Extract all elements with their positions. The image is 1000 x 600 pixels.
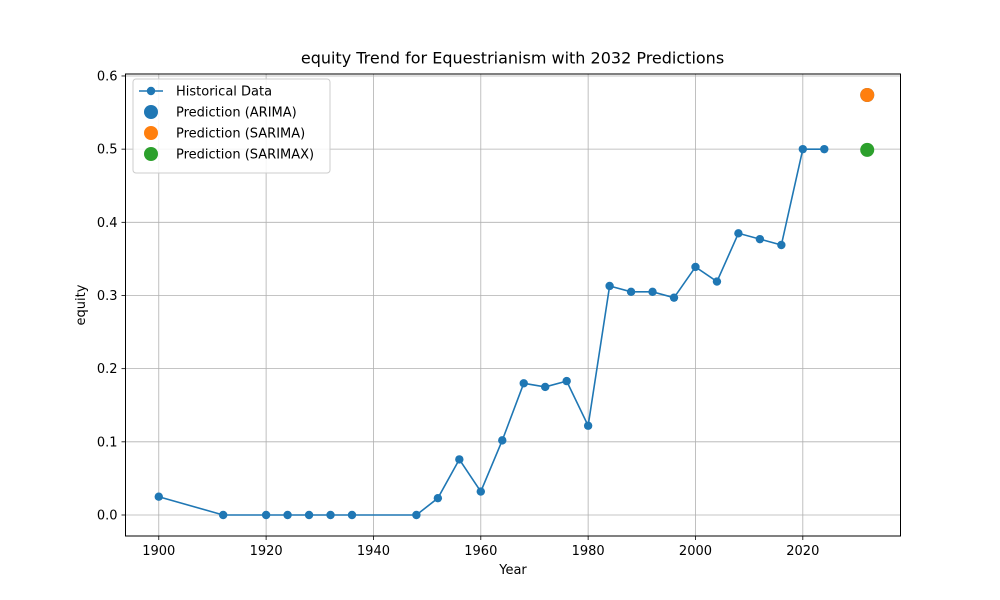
legend-label-historical-data: Historical Data (176, 85, 272, 100)
y-tick-label: 0.3 (97, 289, 118, 304)
y-tick-label: 0.4 (97, 216, 118, 231)
historical-data-point (154, 492, 163, 501)
y-tick-label: 0.2 (97, 362, 118, 377)
y-tick-label: 0.5 (97, 143, 118, 158)
historical-data-point (669, 293, 679, 302)
historical-data-point (798, 144, 808, 154)
historical-data-point (755, 234, 765, 244)
historical-data-point (541, 382, 550, 392)
legend-box (132, 78, 331, 174)
historical-data-point (433, 493, 443, 503)
historical-data-point (519, 379, 528, 388)
prediction-sarima-point (860, 88, 875, 102)
historical-data-point (583, 421, 593, 430)
historical-data-point (476, 487, 485, 496)
x-axis-label: Year (498, 563, 527, 578)
legend-label-prediction-sarimax: Prediction (SARIMAX) (176, 148, 314, 163)
historical-data-point (626, 287, 636, 297)
legend-marker-swatch (144, 147, 158, 161)
x-tick-label: 1980 (572, 544, 605, 559)
historical-data-point (734, 229, 743, 238)
historical-data-point (218, 510, 228, 520)
ticks: 1900 1920 1940 1960 1980 2000 2020 0.0 0.1 0.2 0.3… (97, 69, 820, 559)
historical-data-point (777, 240, 786, 250)
x-tick-label: 1900 (142, 544, 175, 559)
historical-data-point (283, 510, 292, 520)
historical-data-point (605, 281, 614, 291)
legend-marker-swatch (146, 86, 156, 96)
y-tick-label: 0.0 (97, 509, 118, 524)
legend-label-prediction-sarima: Prediction (SARIMA) (176, 127, 305, 142)
y-axis-label: equity (74, 284, 89, 325)
historical-data-point (304, 510, 314, 520)
historical-data-point (412, 510, 421, 520)
axes-frame (125, 73, 901, 537)
x-tick-label: 1960 (464, 544, 497, 559)
y-tick-label: 0.1 (97, 435, 118, 450)
legend: Historical Data Prediction (ARIMA) Predict… (132, 78, 331, 174)
y-tick-label: 0.6 (97, 69, 118, 84)
plot-area (154, 88, 875, 520)
legend-marker-swatch (144, 105, 158, 119)
x-tick-label: 1940 (357, 544, 390, 559)
historical-data-point (498, 436, 507, 445)
legend-marker-swatch (144, 126, 158, 140)
legend-label-prediction-arima: Prediction (ARIMA) (176, 106, 297, 121)
historical-data-point (347, 510, 357, 520)
historical-data-point (648, 287, 657, 297)
historical-data-point (261, 510, 271, 520)
chart-title: equity Trend for Equestrianism with 2032… (301, 49, 724, 68)
x-tick-label: 2020 (786, 544, 819, 559)
prediction-sarimax-point (860, 142, 875, 157)
x-tick-label: 2000 (679, 544, 712, 559)
historical-data-point (712, 277, 722, 286)
historical-data-point (691, 262, 700, 272)
historical-data-point (326, 510, 335, 520)
historical-data-point (820, 144, 829, 154)
historical-data-point (562, 376, 571, 386)
historical-data-point (455, 455, 464, 464)
x-tick-label: 1920 (250, 544, 283, 559)
